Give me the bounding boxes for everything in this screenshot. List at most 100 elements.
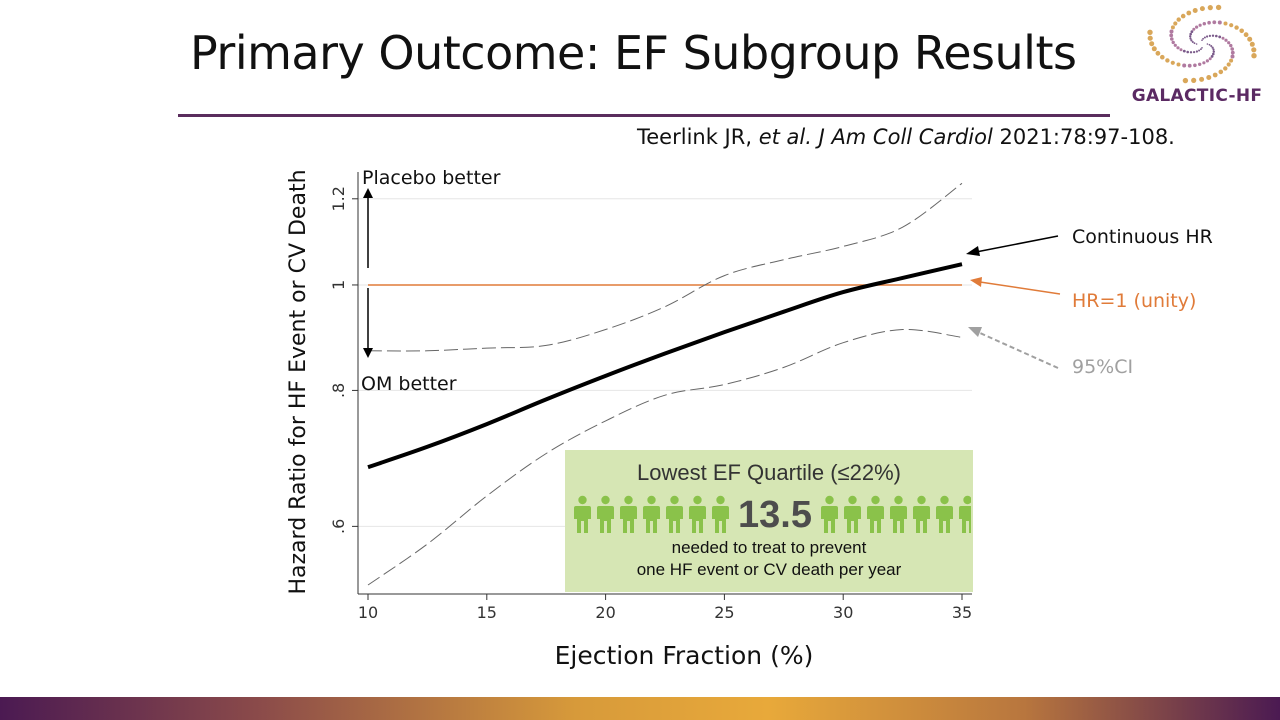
- logo-dot: [1243, 32, 1249, 38]
- logo-dot: [1192, 8, 1198, 13]
- title-rule: [178, 114, 1110, 117]
- logo-dot: [1160, 54, 1165, 60]
- logo-dot: [1169, 29, 1174, 34]
- logo-dot: [1208, 43, 1211, 46]
- unity-callout-arrow: [970, 277, 1061, 295]
- y-tick-label: 1.2: [329, 186, 348, 211]
- person-shape: [620, 495, 637, 533]
- logo-dot: [1200, 48, 1202, 51]
- continuous-hr-line: [367, 262, 963, 470]
- logo-dot: [1170, 60, 1175, 65]
- logo-dot: [1199, 76, 1205, 82]
- logo-dot: [1208, 57, 1212, 61]
- logo-dot: [1212, 72, 1218, 78]
- logo-dot: [1215, 4, 1222, 11]
- logo-dot: [1189, 35, 1192, 38]
- person-icon: [841, 495, 864, 535]
- logo-dot: [1198, 23, 1202, 27]
- logo-dot: [1176, 62, 1181, 67]
- x-tick-label: 20: [595, 603, 615, 622]
- logo-dot: [1211, 46, 1214, 49]
- logo-dot: [1195, 50, 1198, 53]
- logo-dot: [1173, 21, 1178, 26]
- series-lines: [367, 182, 963, 586]
- logo-dot: [1192, 27, 1196, 31]
- slide-title: Primary Outcome: EF Subgroup Results: [190, 26, 1077, 80]
- logo-dot: [1186, 50, 1189, 54]
- logo-dot: [1215, 34, 1218, 38]
- logo-dot: [1224, 38, 1228, 42]
- logo-dot: [1239, 28, 1244, 34]
- logo-dot: [1206, 35, 1209, 38]
- x-tick-label: 30: [833, 603, 853, 622]
- logo-dot: [1207, 20, 1211, 25]
- logo-dot: [1202, 37, 1204, 40]
- person-icon: [910, 495, 933, 535]
- logo-dot: [1189, 37, 1192, 40]
- y-tick-label: 1: [329, 280, 348, 290]
- person-icon: [594, 495, 617, 535]
- logo-dot: [1179, 48, 1183, 52]
- ci-label: 95%CI: [1072, 356, 1133, 378]
- logo-dot: [1195, 43, 1198, 45]
- y-ticks: .6 .8 1 1.2: [329, 186, 358, 534]
- logo-dot: [1182, 63, 1187, 68]
- person-icon: [818, 495, 841, 535]
- logo-dot: [1212, 20, 1217, 25]
- logo-dot: [1251, 53, 1257, 59]
- citation-ref: 2021:78:97-108.: [992, 125, 1175, 149]
- nnt-description-line-2: one HF event or CV death per year: [636, 560, 902, 579]
- logo-dot: [1223, 66, 1228, 71]
- person-icon: [640, 495, 663, 535]
- logo-dot: [1229, 43, 1233, 48]
- person-shape: [574, 495, 591, 533]
- logo-dot: [1202, 61, 1206, 65]
- logo-dot: [1202, 22, 1206, 26]
- person-shape: [935, 495, 953, 533]
- logo-dot: [1223, 21, 1228, 26]
- logo-dot: [1186, 10, 1192, 16]
- logo-dot: [1212, 48, 1215, 51]
- galactic-hf-logo: GALACTIC-HF: [1122, 4, 1272, 116]
- person-icon: [663, 495, 686, 535]
- person-icon: [617, 495, 640, 535]
- x-tick-label: 25: [714, 603, 734, 622]
- logo-dot: [1206, 43, 1209, 45]
- logo-text: GALACTIC-HF: [1131, 86, 1263, 106]
- person-shape: [666, 495, 683, 533]
- person-icon: [709, 495, 732, 535]
- ci-upper-line: [367, 182, 963, 352]
- logo-dot: [1191, 41, 1194, 43]
- logo-dot: [1176, 46, 1180, 50]
- logo-dot: [1217, 20, 1222, 25]
- logo-dot: [1201, 47, 1203, 49]
- logo-dot: [1170, 37, 1174, 41]
- logo-dot: [1191, 77, 1197, 83]
- logo-dot: [1212, 52, 1215, 56]
- person-icon: [571, 495, 594, 535]
- logo-dot: [1193, 42, 1196, 45]
- logo-dot: [1205, 59, 1209, 63]
- placebo-better-label: Placebo better: [362, 167, 501, 189]
- logo-dot: [1176, 17, 1181, 22]
- logo-dot: [1249, 41, 1255, 47]
- person-icon: [956, 495, 971, 535]
- people-icon-row: 13.5: [571, 492, 971, 538]
- logo-dot: [1171, 40, 1175, 45]
- continuous-hr-label: Continuous HR: [1072, 226, 1213, 248]
- person-shape: [820, 495, 838, 533]
- citation: Teerlink JR, et al. J Am Coll Cardiol 20…: [637, 125, 1175, 149]
- logo-dot: [1169, 33, 1174, 38]
- citation-journal: et al. J Am Coll Cardiol: [758, 125, 993, 149]
- logo-dot: [1189, 32, 1192, 36]
- logo-dot: [1165, 58, 1170, 63]
- logo-dot: [1182, 77, 1189, 84]
- logo-dot: [1190, 30, 1194, 33]
- nnt-title: Lowest EF Quartile (≤22%): [637, 460, 901, 485]
- person-shape: [866, 495, 884, 533]
- logo-dot: [1212, 50, 1215, 53]
- logo-dot: [1155, 50, 1161, 56]
- logo-dot: [1206, 75, 1212, 80]
- hazard-ratio-chart: 10 15 20 25 30 35 .6 .8 1 1.2 Ejection Fraction …: [286, 167, 1213, 670]
- x-ticks: 10 15 20 25 30 35: [358, 594, 972, 622]
